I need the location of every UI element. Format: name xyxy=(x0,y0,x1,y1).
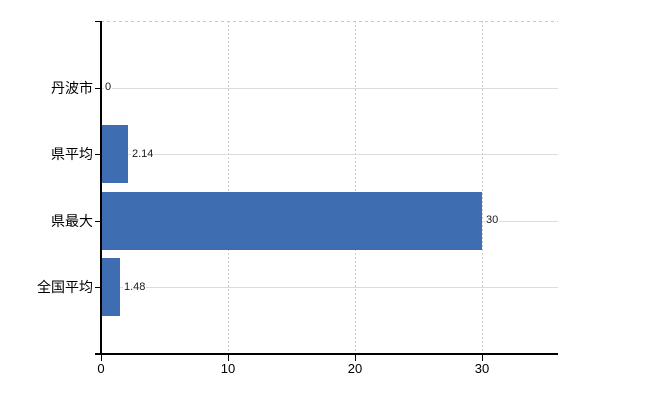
value-label: 2.14 xyxy=(131,148,155,161)
y-axis-tick xyxy=(95,287,101,288)
y-axis-tick xyxy=(95,221,101,222)
bar xyxy=(101,125,128,183)
y-axis-tick xyxy=(95,154,101,155)
x-axis-tick xyxy=(228,355,229,361)
x-axis-tick xyxy=(482,355,483,361)
gridline-horizontal xyxy=(101,154,558,155)
x-axis-tick xyxy=(355,355,356,361)
category-label: 県平均 xyxy=(51,146,93,162)
value-label: 0 xyxy=(104,81,113,94)
gridline-horizontal xyxy=(101,88,558,89)
category-label: 丹波市 xyxy=(51,80,93,96)
x-tick-label: 10 xyxy=(220,361,236,376)
value-label: 1.48 xyxy=(123,281,147,294)
y-axis-tick xyxy=(95,88,101,89)
gridline-vertical xyxy=(482,21,483,354)
x-tick-label: 0 xyxy=(97,361,105,376)
x-tick-label: 30 xyxy=(474,361,490,376)
bar xyxy=(101,192,482,250)
x-axis xyxy=(95,353,558,355)
gridline-vertical xyxy=(355,21,356,354)
category-label: 全国平均 xyxy=(37,279,93,295)
x-axis-tick xyxy=(101,355,102,361)
gridline-vertical xyxy=(228,21,229,354)
plot-top-border xyxy=(101,21,558,22)
value-label: 30 xyxy=(485,214,500,227)
category-label: 県最大 xyxy=(51,213,93,229)
x-tick-label: 20 xyxy=(347,361,363,376)
bar xyxy=(101,258,120,316)
gridline-horizontal xyxy=(101,287,558,288)
y-axis-tick xyxy=(95,21,101,22)
y-axis xyxy=(100,21,102,354)
